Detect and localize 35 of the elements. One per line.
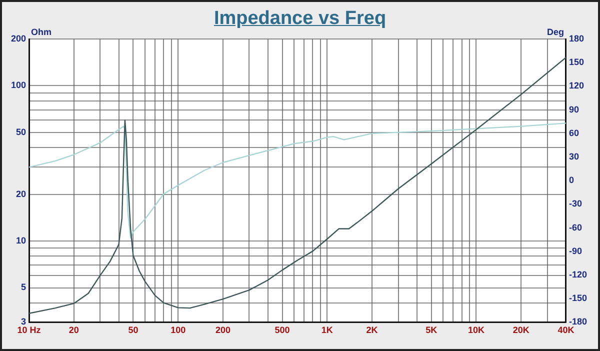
y-tick-label: 20 bbox=[16, 188, 26, 199]
y2-tick-label: -30 bbox=[568, 198, 582, 209]
y2-tick-label: 120 bbox=[568, 80, 584, 91]
x-tick-label: 20 bbox=[68, 325, 79, 336]
y-tick-label: 3 bbox=[21, 316, 26, 327]
y-tick-label: 100 bbox=[10, 80, 26, 90]
y-axis-title: Ohm bbox=[31, 26, 52, 37]
y2-tick-label: 90 bbox=[568, 104, 579, 114]
y2-tick-label: -90 bbox=[568, 246, 582, 256]
y2-tick-label: 60 bbox=[568, 128, 579, 138]
x-tick-label: 1K bbox=[321, 325, 334, 336]
y-tick-label: 5 bbox=[21, 282, 26, 292]
y-tick-label: 10 bbox=[16, 235, 26, 246]
y2-tick-label: 150 bbox=[568, 57, 584, 68]
y2-tick-label: -120 bbox=[568, 269, 587, 280]
y2-tick-label: 180 bbox=[568, 33, 584, 44]
y2-tick-label: -180 bbox=[568, 316, 587, 327]
x-tick-label: 2K bbox=[366, 325, 378, 336]
y2-tick-label: -150 bbox=[568, 293, 587, 304]
x-tick-label: 100 bbox=[170, 325, 186, 336]
x-tick-label: 40K bbox=[558, 325, 575, 336]
x-tick-label: 10K bbox=[468, 325, 485, 336]
x-tick-label: 500 bbox=[274, 325, 290, 336]
x-tick-label: 200 bbox=[215, 325, 230, 336]
y2-tick-label: 0 bbox=[568, 175, 574, 186]
y-tick-label: 200 bbox=[10, 33, 26, 44]
y2-tick-label: -60 bbox=[568, 222, 582, 232]
x-tick-label: 20K bbox=[512, 325, 530, 336]
x-tick-label: 10 Hz bbox=[17, 325, 42, 336]
chart-title: Impedance vs Freq bbox=[214, 8, 386, 29]
y-tick-label: 50 bbox=[16, 126, 26, 137]
y2-axis-title: Deg bbox=[546, 26, 564, 37]
x-tick-label: 5K bbox=[426, 325, 438, 336]
y2-tick-label: 30 bbox=[568, 151, 579, 162]
x-tick-label: 50 bbox=[128, 325, 138, 336]
